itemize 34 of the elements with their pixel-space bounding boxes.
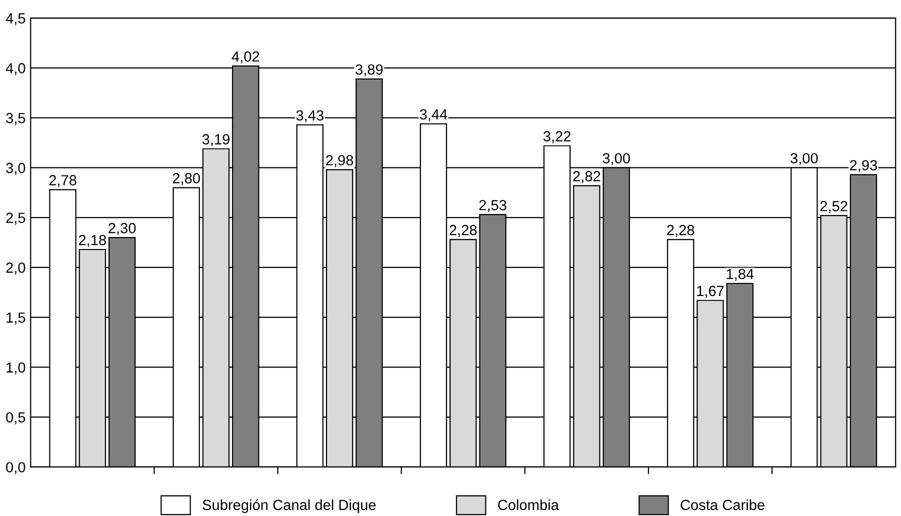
data-label: 1,67	[697, 286, 724, 298]
data-label: 2,78	[49, 175, 76, 188]
data-label: 2,28	[450, 224, 477, 237]
data-label: 3,22	[543, 131, 570, 144]
y-tick-label: 0,5	[6, 412, 26, 424]
data-label: 2,53	[479, 200, 506, 212]
data-label: 2,93	[850, 160, 878, 172]
y-tick-label: 4,0	[6, 63, 26, 76]
legend-label: Subregión Canal del Dique	[202, 499, 376, 513]
y-tick-label: 3,5	[6, 112, 26, 125]
data-label: 3,00	[790, 153, 818, 166]
y-tick-label: 2,0	[6, 262, 26, 275]
data-label: 2,82	[573, 171, 600, 184]
data-label: 2,80	[172, 173, 200, 186]
data-label: 2,30	[108, 222, 136, 235]
data-label: 3,89	[356, 64, 383, 76]
legend-label: Costa Caribe	[680, 499, 764, 510]
data-label: 3,19	[202, 134, 230, 146]
y-tick-label: 3,0	[6, 162, 26, 175]
data-label: 1,84	[726, 268, 754, 281]
data-label: 3,43	[296, 110, 324, 122]
data-label: 3,00	[602, 153, 630, 166]
data-label: 3,44	[420, 109, 448, 122]
legend-label: Colombia	[498, 499, 559, 510]
y-tick-label: 1,0	[6, 362, 26, 374]
y-tick-label: 0,0	[6, 462, 26, 474]
y-tick-label: 1,5	[6, 312, 26, 324]
data-label: 2,98	[326, 155, 354, 168]
data-label: 2,18	[78, 234, 106, 247]
data-label: 4,02	[232, 51, 260, 64]
data-label: 2,52	[820, 200, 848, 214]
data-label: 2,28	[667, 224, 694, 237]
y-tick-label: 4,5	[6, 13, 26, 26]
y-tick-label: 2,5	[6, 212, 26, 225]
